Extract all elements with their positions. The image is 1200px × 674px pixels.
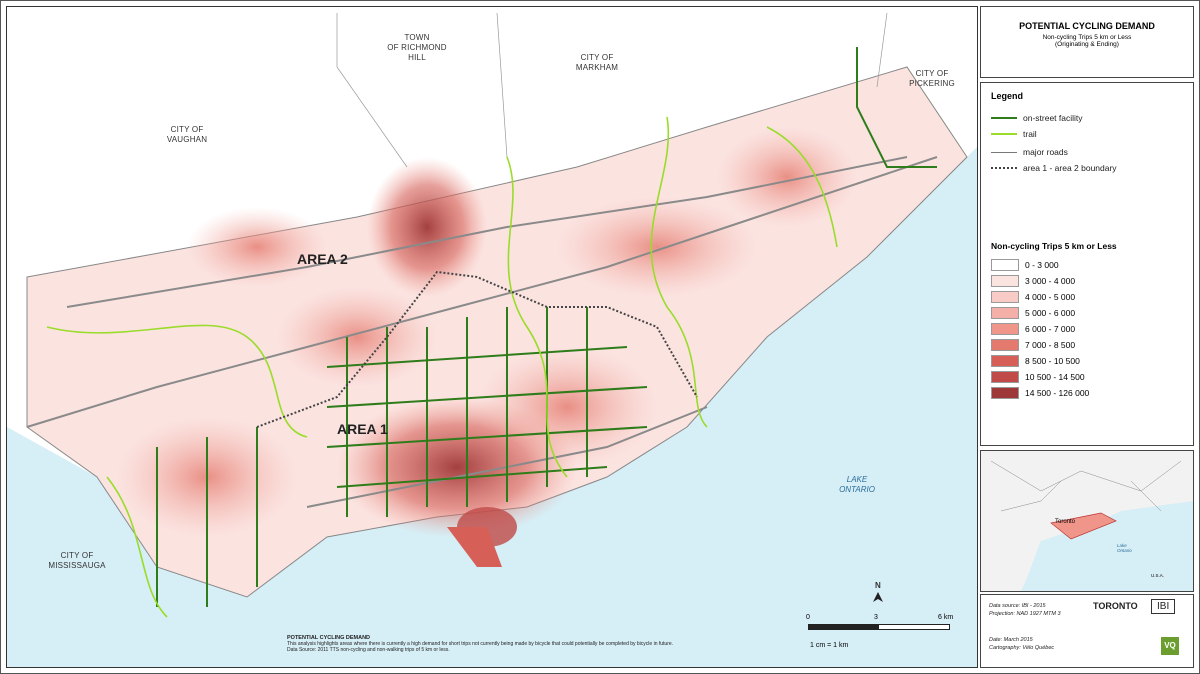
class-swatch — [991, 259, 1019, 271]
class-item: 3 000 - 4 000 — [991, 275, 1075, 287]
lake-ontario-label: LAKE ONTARIO — [839, 475, 875, 494]
map-title: POTENTIAL CYCLING DEMAND — [1019, 21, 1155, 31]
legend-item-on-street: on-street facility — [991, 113, 1083, 123]
date: Date: March 2015 — [989, 637, 1033, 643]
label-markham: CITY OF MARKHAM — [575, 53, 619, 72]
class-title: Non-cycling Trips 5 km or Less — [991, 241, 1117, 251]
roads-swatch — [991, 151, 1017, 153]
scale-tick-6: 6 km — [938, 614, 954, 621]
scale-tick-3: 3 — [874, 614, 878, 621]
credits-box: Data source: IBI - 2015 Projection: NAD … — [980, 594, 1194, 668]
boundary-swatch — [991, 167, 1017, 169]
class-item: 7 000 - 8 500 — [991, 339, 1075, 351]
map-subtitle-2: (Originating & Ending) — [1055, 41, 1119, 48]
map-canvas[interactable]: CITY OF VAUGHAN TOWN OF RICHMOND HILL CI… — [6, 6, 978, 668]
area-boundary — [256, 270, 698, 428]
toronto-islands — [447, 527, 502, 567]
inset-map[interactable]: Toronto Lake Ontario U.S.A. — [980, 450, 1194, 592]
demand-heatmap — [117, 127, 857, 547]
projection: Projection: NAD 1927 MTM 3 — [989, 611, 1061, 617]
legend-item-roads: major roads — [991, 147, 1068, 157]
class-swatch — [991, 355, 1019, 367]
velo-quebec-logo: VQ — [1161, 637, 1179, 655]
cartography: Cartography: Vélo Québec — [989, 645, 1055, 651]
map-svg — [7, 12, 977, 667]
inset-city-label: Toronto — [1055, 519, 1076, 525]
note-line1: This analysis highlights areas where the… — [287, 641, 674, 647]
class-item: 6 000 - 7 000 — [991, 323, 1075, 335]
label-mississauga: CITY OF MISSISSAUGA — [48, 551, 106, 570]
label-richmond-hill: TOWN OF RICHMOND HILL — [387, 33, 447, 62]
class-item: 8 500 - 10 500 — [991, 355, 1080, 367]
legend-item-boundary: area 1 - area 2 boundary — [991, 163, 1117, 173]
inset-country-label: U.S.A. — [1151, 573, 1165, 578]
class-item: 14 500 - 126 000 — [991, 387, 1089, 399]
class-label: 0 - 3 000 — [1025, 260, 1059, 270]
class-swatch — [991, 291, 1019, 303]
class-item: 5 000 - 6 000 — [991, 307, 1075, 319]
note-title: POTENTIAL CYCLING DEMAND — [287, 635, 371, 641]
class-label: 8 500 - 10 500 — [1025, 356, 1080, 366]
inset-lake-label: Lake Ontario — [1117, 543, 1132, 553]
legend-label: trail — [1023, 129, 1037, 139]
north-label: N — [875, 581, 881, 590]
class-item: 10 500 - 14 500 — [991, 371, 1085, 383]
class-swatch — [991, 339, 1019, 351]
class-label: 6 000 - 7 000 — [1025, 324, 1076, 334]
ibi-logo: IBI — [1151, 599, 1176, 614]
scale-tick-0: 0 — [806, 614, 810, 621]
on-street-swatch — [991, 117, 1017, 119]
class-item: 0 - 3 000 — [991, 259, 1059, 271]
class-label: 4 000 - 5 000 — [1025, 292, 1076, 302]
class-item: 4 000 - 5 000 — [991, 291, 1075, 303]
inset-svg — [981, 451, 1193, 591]
class-swatch — [991, 371, 1019, 383]
label-vaughan: CITY OF VAUGHAN — [166, 125, 208, 144]
class-label: 7 000 - 8 500 — [1025, 340, 1076, 350]
class-swatch — [991, 307, 1019, 319]
class-label: 10 500 - 14 500 — [1025, 372, 1085, 382]
legend-label: area 1 - area 2 boundary — [1023, 163, 1117, 173]
toronto-logo: TORONTO — [1093, 601, 1138, 611]
trail-swatch — [991, 133, 1017, 135]
scale-bar: 0 3 6 km 1 cm = 1 km — [800, 612, 960, 652]
legend-item-trail: trail — [991, 129, 1037, 139]
trail-network — [46, 116, 838, 618]
label-pickering: CITY OF PICKERING — [909, 69, 955, 88]
class-label: 3 000 - 4 000 — [1025, 276, 1076, 286]
class-label: 14 500 - 126 000 — [1025, 388, 1090, 398]
note-line2: Data Source: 2011 TTS non-cycling and no… — [287, 647, 450, 653]
class-swatch — [991, 387, 1019, 399]
lake-ontario — [7, 147, 977, 667]
scale-ratio: 1 cm = 1 km — [810, 642, 849, 649]
legend-heading: Legend — [991, 91, 1024, 101]
map-note: POTENTIAL CYCLING DEMAND This analysis h… — [287, 635, 757, 653]
major-roads — [26, 156, 938, 508]
data-source: Data source: IBI - 2015 — [989, 603, 1046, 609]
class-label: 5 000 - 6 000 — [1025, 308, 1076, 318]
title-box: POTENTIAL CYCLING DEMAND Non-cycling Tri… — [980, 6, 1194, 78]
legend: Legend on-street facility trail major ro… — [980, 82, 1194, 446]
area-2-label: AREA 2 — [297, 251, 348, 267]
legend-label: on-street facility — [1023, 113, 1083, 123]
on-street-network — [156, 47, 937, 607]
class-swatch — [991, 275, 1019, 287]
legend-label: major roads — [1023, 147, 1068, 157]
class-swatch — [991, 323, 1019, 335]
north-arrow-icon — [873, 592, 883, 602]
map-subtitle: Non-cycling Trips 5 km or Less — [1042, 34, 1132, 41]
area-1-label: AREA 1 — [337, 421, 388, 437]
